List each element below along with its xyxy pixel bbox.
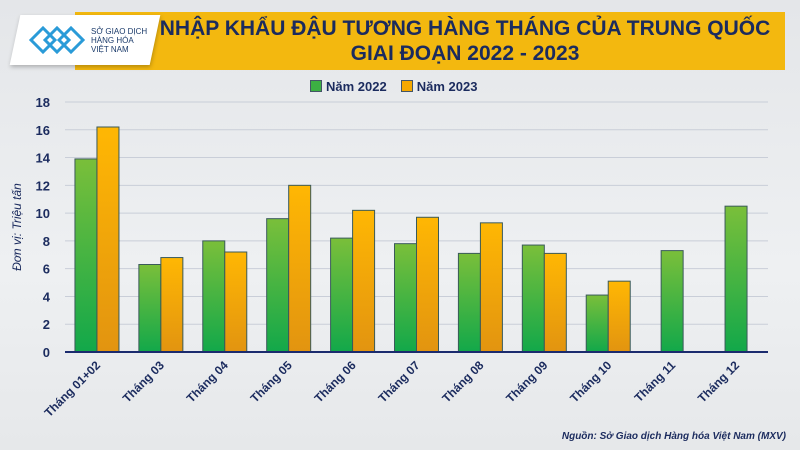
bar-2022 <box>585 294 609 353</box>
bar-2023 <box>543 252 567 353</box>
bar-2023 <box>416 216 439 353</box>
bar-2022 <box>660 250 684 353</box>
x-tick-label: Tháng 10 <box>567 358 614 405</box>
x-tick-label: Tháng 06 <box>312 358 359 405</box>
source-note: Nguồn: Sở Giao dịch Hàng hóa Việt Nam (M… <box>561 431 786 442</box>
bar-2023 <box>224 251 248 353</box>
logo-text-line: VIỆT NAM <box>91 44 129 54</box>
y-tick-label: 4 <box>43 289 51 304</box>
bar-2022 <box>330 237 354 353</box>
bar-2023 <box>479 222 503 353</box>
logo: SỞ GIAO DỊCH HÀNG HÓA VIỆT NAM <box>15 15 155 65</box>
logo-mark-icon <box>29 25 86 55</box>
legend-swatch <box>310 80 322 92</box>
bar-2022 <box>724 205 748 353</box>
title-line-1: NHẬP KHẨU ĐẬU TƯƠNG HÀNG THÁNG CỦA TRUNG… <box>159 17 771 40</box>
legend-swatch <box>400 80 413 92</box>
bar-2022 <box>138 264 162 353</box>
y-tick-label: 18 <box>36 95 50 110</box>
y-tick-label: 12 <box>36 178 50 193</box>
bar-2022 <box>74 158 98 353</box>
legend-label: Năm 2022 <box>326 79 387 94</box>
chart-title: NHẬP KHẨU ĐẬU TƯƠNG HÀNG THÁNG CỦA TRUNG… <box>150 16 780 66</box>
x-tick-label: Tháng 04 <box>184 358 231 405</box>
x-tick-label: Tháng 09 <box>503 358 550 405</box>
x-tick-label: Tháng 08 <box>439 358 486 405</box>
legend-label: Năm 2023 <box>416 79 478 94</box>
x-tick-label: Tháng 12 <box>695 358 742 405</box>
y-tick-label: 8 <box>43 234 50 249</box>
x-tick-label: Tháng 05 <box>248 358 295 405</box>
x-tick-label: Tháng 07 <box>375 358 422 405</box>
y-tick-label: 16 <box>36 123 50 138</box>
logo-text-line: SỞ GIAO DỊCH <box>91 26 148 36</box>
bar-2023 <box>352 209 376 353</box>
bar-2022 <box>266 218 290 353</box>
legend-item-2023: Năm 2023 <box>400 79 478 94</box>
legend: Năm 2022 Năm 2023 <box>310 79 477 94</box>
legend-item-2022: Năm 2022 <box>310 79 387 94</box>
y-tick-label: 0 <box>43 345 50 360</box>
y-tick-label: 2 <box>43 317 50 332</box>
x-tick-label: Tháng 01+02 <box>42 358 104 420</box>
y-tick-label: 10 <box>36 206 50 221</box>
bar-2023 <box>160 257 184 353</box>
y-tick-label: 14 <box>36 151 51 166</box>
bar-2022 <box>457 252 481 353</box>
title-line-2: GIAI ĐOẠN 2022 - 2023 <box>350 42 580 65</box>
bar-2022 <box>521 244 545 353</box>
bar-2023 <box>607 280 631 353</box>
y-tick-label: 6 <box>43 262 50 277</box>
title-banner <box>75 12 785 70</box>
bar-2023 <box>96 126 120 353</box>
x-tick-label: Tháng 11 <box>632 358 679 405</box>
bar-2022 <box>394 243 417 353</box>
logo-text-line: HÀNG HÓA <box>91 35 134 45</box>
x-tick-label: Tháng 03 <box>120 358 167 405</box>
bar-2022 <box>202 240 226 353</box>
bar-2023 <box>288 184 312 353</box>
